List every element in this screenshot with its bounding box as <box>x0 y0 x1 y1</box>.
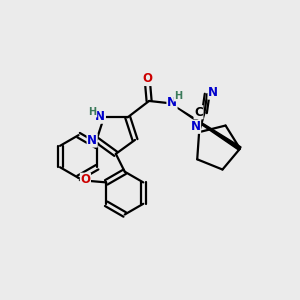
Polygon shape <box>170 103 241 150</box>
Text: O: O <box>80 173 90 186</box>
Text: N: N <box>87 134 97 147</box>
Text: C: C <box>194 106 203 119</box>
Text: O: O <box>142 73 153 85</box>
Text: N: N <box>208 86 218 99</box>
Text: N: N <box>95 110 105 123</box>
Text: N: N <box>167 96 177 109</box>
Text: H: H <box>174 91 182 101</box>
Text: N: N <box>190 120 200 133</box>
Text: H: H <box>88 107 97 117</box>
